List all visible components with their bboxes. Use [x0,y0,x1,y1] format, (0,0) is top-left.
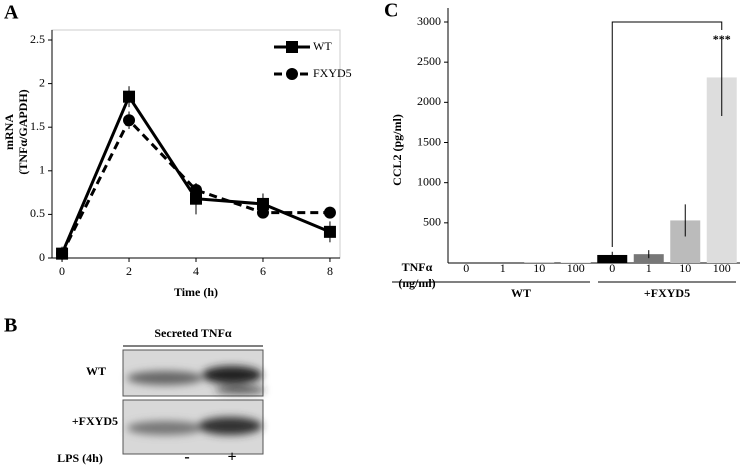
bar [633,254,664,263]
group-label: WT [511,286,531,300]
x-tick-label: 10 [679,261,691,275]
legend-marker [286,41,298,53]
legend-marker [286,68,298,80]
blot: Secreted TNFα WT +FXYD5 LPS (4h) - + [57,326,265,466]
y-tick-label: 0.5 [30,206,45,220]
y-tick-label: 2000 [417,94,441,108]
y-tick-label: 0 [39,250,45,264]
blot-bands [127,366,265,435]
x-tick-label: 10 [533,261,545,275]
plot-frame [51,29,341,259]
group-label: +FXYD5 [644,286,690,300]
y-tick-label: 2.5 [30,32,45,46]
category-label: TNFα [402,260,433,274]
lane-label: + [227,449,236,466]
x-tick-label: 1 [500,261,506,275]
y-tick-label: 3000 [417,14,441,28]
y-axis-label: (TNFα/GAPDH) [16,89,30,174]
y-tick-label: 2500 [417,54,441,68]
marker [256,197,269,210]
x-tick-label: 1 [646,261,652,275]
panel-letter: B [4,315,17,337]
annotation: *** [713,32,731,46]
marker [323,206,336,219]
marker [323,225,336,238]
y-axis-label: mRNA [2,114,16,150]
y-tick-label: 1.5 [30,119,45,133]
x-tick-label: 100 [713,261,731,275]
category-label: (ng/ml) [398,276,435,290]
bar [597,254,628,263]
x-tick-label: 4 [193,264,199,278]
blot-treatment: LPS (4h) [57,451,103,465]
x-tick-label: 0 [463,261,469,275]
series-line [60,93,331,255]
x-tick-label: 0 [59,264,65,278]
marker [190,192,202,205]
series-line [60,117,330,255]
x-tick-label: 6 [260,264,266,278]
y-axis-label: CCL2 (pg/ml) [390,114,404,186]
x-tick-label: 2 [126,264,132,278]
x-tick-label: 100 [567,261,585,275]
marker [123,114,136,127]
bar [560,262,591,263]
significance-bracket [611,21,723,247]
legend-label: WT [313,39,332,53]
marker [123,90,136,103]
panel-letter: A [4,2,19,24]
x-axis-label: Time (h) [174,285,218,299]
x-tick-label: 0 [609,261,615,275]
blot-row-label: +FXYD5 [72,414,118,428]
x-tick-label: 8 [327,264,333,278]
marker [256,206,269,219]
marker [56,247,69,260]
y-tick-label: 1 [39,163,45,177]
y-tick-label: 1500 [417,134,441,148]
panel-letter: C [384,0,398,22]
blot-title: Secreted TNFα [154,326,232,340]
y-tick-label: 500 [423,215,441,229]
marker [190,183,202,196]
legend-label: FXYD5 [313,66,352,80]
lane-label: - [184,449,189,466]
y-tick-label: 2 [39,75,45,89]
blot-row-label: WT [86,364,106,378]
y-tick-label: 1000 [417,174,441,188]
